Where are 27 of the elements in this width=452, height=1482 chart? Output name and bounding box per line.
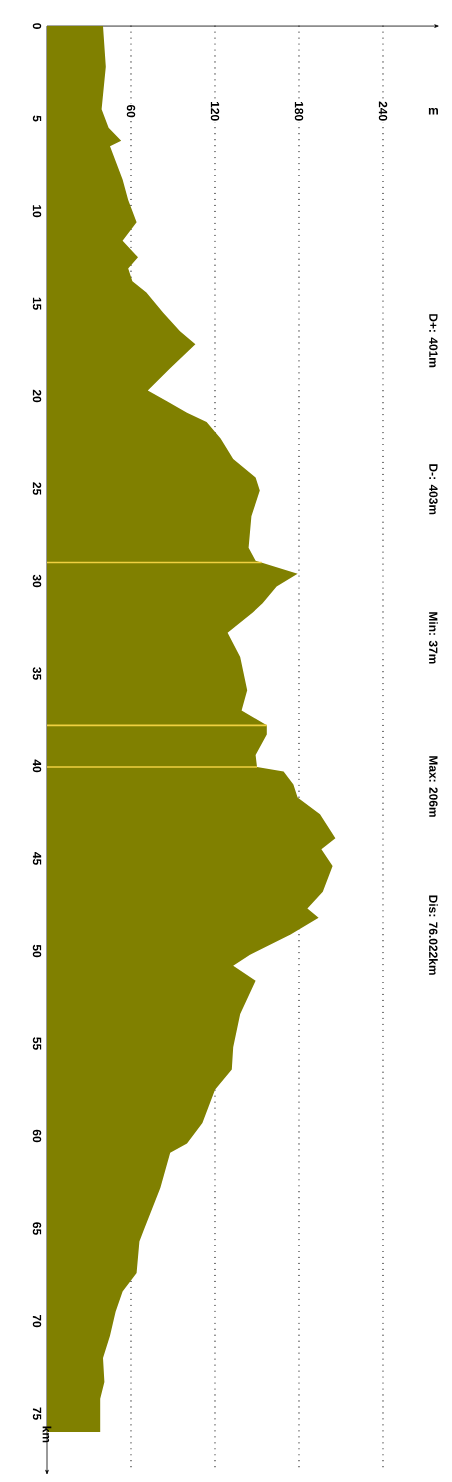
y-tick-label: 30 xyxy=(32,574,42,588)
y-tick-label: 35 xyxy=(32,667,42,680)
x-tick-label: 60 xyxy=(126,104,136,118)
y-tick-label: 70 xyxy=(32,1314,42,1328)
y-tick-label: 20 xyxy=(32,389,42,403)
y-tick-label: 5 xyxy=(32,115,42,122)
x-axis-title: m xyxy=(428,107,438,115)
y-tick-label: 40 xyxy=(32,759,42,773)
annotation: D+: 401m xyxy=(429,314,438,368)
y-tick-label: 75 xyxy=(32,1407,42,1420)
y-tick-label: 10 xyxy=(32,205,42,218)
y-axis-title: km xyxy=(42,1426,52,1443)
x-tick-label: 120 xyxy=(210,101,220,121)
y-tick-label: 45 xyxy=(32,852,42,865)
y-tick-label: 0 xyxy=(32,23,42,29)
y-tick-label: 55 xyxy=(32,1037,42,1050)
y-tick-label: 65 xyxy=(32,1222,42,1235)
y-tick-label: 50 xyxy=(32,944,42,958)
x-tick-label: 240 xyxy=(378,101,388,121)
annotation: Dis: 76.022km xyxy=(429,895,438,975)
annotation: Min: 37m xyxy=(429,612,438,664)
y-tick-label: 60 xyxy=(32,1129,42,1143)
annotation: Max: 206m xyxy=(429,756,438,817)
y-tick-label: 15 xyxy=(32,297,42,310)
x-tick-label: 180 xyxy=(294,101,304,121)
annotation: D-: 403m xyxy=(429,464,438,515)
y-tick-label: 25 xyxy=(32,482,42,495)
